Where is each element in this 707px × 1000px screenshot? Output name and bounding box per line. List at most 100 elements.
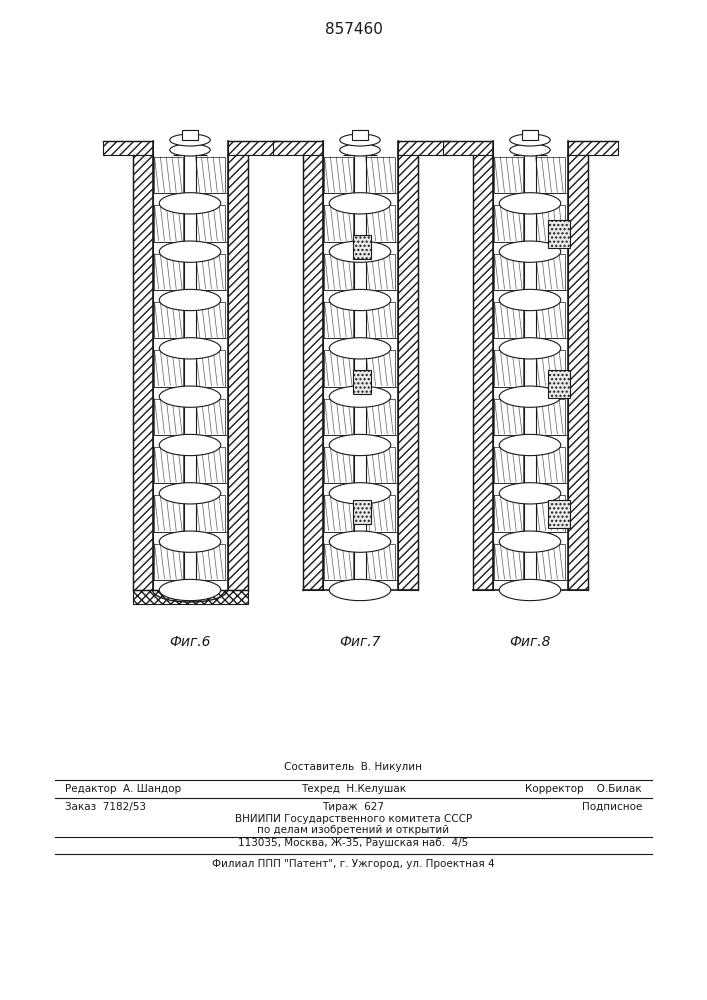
Text: Корректор    О.Билак: Корректор О.Билак: [525, 784, 642, 794]
Bar: [493, 157, 522, 193]
Text: Техред  Н.Келушак: Техред Н.Келушак: [301, 784, 406, 794]
Bar: [536, 205, 565, 242]
Bar: [196, 205, 225, 242]
Bar: [353, 500, 371, 524]
Ellipse shape: [499, 289, 561, 311]
Ellipse shape: [159, 483, 221, 504]
Text: Фиг.8: Фиг.8: [509, 635, 551, 649]
Ellipse shape: [499, 338, 561, 359]
Ellipse shape: [329, 386, 391, 407]
Ellipse shape: [499, 483, 561, 504]
Bar: [536, 302, 565, 338]
Ellipse shape: [499, 241, 561, 262]
Bar: [228, 155, 247, 590]
Bar: [324, 205, 353, 242]
Bar: [228, 141, 278, 155]
Bar: [547, 370, 570, 398]
Bar: [493, 544, 522, 580]
Bar: [182, 130, 199, 140]
Text: Тираж  627: Тираж 627: [322, 802, 385, 812]
Bar: [103, 141, 153, 155]
Bar: [351, 130, 368, 140]
Text: Редактор  А. Шандор: Редактор А. Шандор: [65, 784, 181, 794]
Bar: [366, 157, 395, 193]
Ellipse shape: [159, 579, 221, 601]
Text: Фиг.6: Фиг.6: [169, 635, 211, 649]
Bar: [366, 350, 395, 387]
Ellipse shape: [159, 289, 221, 311]
Bar: [196, 495, 225, 532]
Bar: [366, 544, 395, 580]
Bar: [354, 130, 366, 590]
Bar: [153, 350, 183, 387]
Bar: [366, 254, 395, 290]
Ellipse shape: [499, 193, 561, 214]
Bar: [366, 399, 395, 435]
Text: Филиал ППП "Патент", г. Ужгород, ул. Проектная 4: Филиал ППП "Патент", г. Ужгород, ул. Про…: [212, 859, 495, 869]
Ellipse shape: [159, 531, 221, 552]
Ellipse shape: [329, 241, 391, 262]
Ellipse shape: [329, 434, 391, 456]
Bar: [153, 447, 183, 483]
Bar: [522, 130, 539, 140]
Bar: [397, 155, 418, 590]
Bar: [196, 350, 225, 387]
Bar: [547, 220, 570, 248]
Ellipse shape: [340, 134, 380, 146]
Bar: [324, 157, 353, 193]
Text: 113035, Москва, Ж-35, Раушская наб.  4/5: 113035, Москва, Ж-35, Раушская наб. 4/5: [238, 838, 469, 848]
Ellipse shape: [159, 386, 221, 407]
Bar: [536, 399, 565, 435]
Bar: [493, 447, 522, 483]
Ellipse shape: [329, 289, 391, 311]
Text: Фиг.7: Фиг.7: [339, 635, 381, 649]
Bar: [324, 350, 353, 387]
Ellipse shape: [329, 531, 391, 552]
Bar: [443, 141, 493, 155]
Bar: [196, 399, 225, 435]
Bar: [196, 254, 225, 290]
Bar: [536, 495, 565, 532]
Bar: [366, 495, 395, 532]
Bar: [536, 447, 565, 483]
Bar: [153, 157, 183, 193]
Ellipse shape: [510, 144, 550, 156]
Text: 857460: 857460: [325, 22, 382, 37]
Ellipse shape: [499, 531, 561, 552]
Ellipse shape: [159, 241, 221, 262]
Bar: [568, 141, 617, 155]
Text: Составитель  В. Никулин: Составитель В. Никулин: [284, 762, 423, 772]
Bar: [353, 370, 371, 394]
Bar: [525, 130, 536, 590]
Ellipse shape: [329, 579, 391, 601]
Bar: [324, 544, 353, 580]
Ellipse shape: [170, 134, 210, 146]
Bar: [153, 495, 183, 532]
Bar: [366, 205, 395, 242]
Bar: [366, 302, 395, 338]
Bar: [493, 254, 522, 290]
Ellipse shape: [499, 386, 561, 407]
Bar: [493, 302, 522, 338]
Bar: [324, 254, 353, 290]
Bar: [324, 447, 353, 483]
Bar: [324, 302, 353, 338]
Bar: [493, 399, 522, 435]
Ellipse shape: [510, 134, 550, 146]
Ellipse shape: [159, 193, 221, 214]
Ellipse shape: [329, 483, 391, 504]
Bar: [536, 157, 565, 193]
Ellipse shape: [159, 434, 221, 456]
Bar: [324, 495, 353, 532]
Bar: [547, 500, 570, 528]
Text: по делам изобретений и открытий: по делам изобретений и открытий: [257, 825, 450, 835]
Bar: [303, 155, 322, 590]
Ellipse shape: [499, 579, 561, 601]
Bar: [536, 544, 565, 580]
Bar: [353, 235, 371, 259]
Bar: [153, 399, 183, 435]
Bar: [493, 205, 522, 242]
Bar: [493, 495, 522, 532]
Ellipse shape: [340, 144, 380, 156]
Bar: [366, 447, 395, 483]
